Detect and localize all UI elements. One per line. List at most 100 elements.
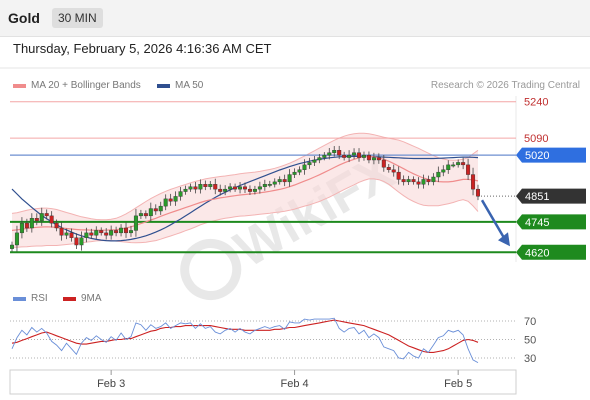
candle-body — [322, 154, 327, 158]
candle-body — [54, 222, 59, 229]
candle-body — [183, 188, 188, 192]
candle-body — [69, 232, 74, 238]
candle-body — [302, 164, 307, 170]
candle-body — [257, 186, 262, 190]
price-badge-5020 — [516, 147, 586, 163]
candle-body — [74, 237, 79, 246]
grid — [0, 67, 590, 262]
candle-body — [193, 186, 198, 190]
rsi-tick-70: 70 — [524, 316, 536, 328]
candle-body — [332, 150, 337, 153]
bollinger-upper — [11, 132, 479, 221]
rsi-ma-line — [11, 319, 479, 353]
legend-ma20: MA 20 + Bollinger Bands — [13, 80, 141, 91]
candle-body — [49, 215, 54, 224]
candle-body — [203, 184, 208, 187]
candle-body — [461, 162, 466, 166]
candle-body — [466, 164, 471, 175]
candle-body — [272, 181, 277, 185]
candle-body — [208, 184, 213, 187]
level-label-5090: 5090 — [524, 133, 548, 145]
forecast-arrow — [480, 199, 510, 247]
candle-body — [178, 191, 183, 197]
rsi-swatch — [13, 296, 26, 301]
candle-body — [436, 171, 441, 178]
ma20-line — [11, 155, 479, 231]
candle-body — [401, 179, 406, 183]
badge-label-4745: 4745 — [525, 217, 549, 229]
candle-body — [342, 154, 347, 158]
legend-rsi: RSI — [13, 293, 48, 304]
candle-body — [119, 227, 124, 234]
rsi-panel: 30 50 70 — [10, 316, 536, 365]
price-badges: 5240 5090 5020 4851 4745 4620 — [516, 97, 586, 260]
header-bar: Gold 30 MIN — [0, 0, 590, 37]
candle-body — [153, 208, 158, 212]
rsi-tick-30: 30 — [524, 353, 536, 365]
x-tick-label: Feb 3 — [97, 378, 125, 390]
candle-body — [307, 162, 312, 166]
candle-body — [64, 232, 69, 236]
candle-body — [198, 184, 203, 190]
candle-body — [292, 171, 297, 175]
candle-body — [247, 188, 252, 192]
candle-body — [317, 157, 322, 161]
candle-body — [386, 167, 391, 170]
candle-body — [376, 157, 381, 161]
candle-body — [277, 179, 282, 183]
candle-body — [371, 157, 376, 161]
candle-body — [223, 188, 228, 192]
candle-body — [391, 169, 396, 173]
x-tick-label: Feb 5 — [444, 378, 472, 390]
candle-body — [361, 154, 366, 158]
candle-body — [14, 232, 19, 246]
candle-body — [252, 188, 257, 192]
candle-body — [163, 198, 168, 207]
candle-body — [262, 184, 267, 187]
candle-body — [352, 152, 357, 156]
candle-body — [99, 230, 104, 234]
rsi-ma-swatch — [63, 296, 76, 301]
timeframe-button[interactable]: 30 MIN — [52, 8, 103, 28]
candle-body — [133, 215, 138, 231]
candle-body — [312, 159, 317, 163]
candle-body — [104, 232, 109, 236]
candle-body — [396, 171, 401, 180]
badge-label-4620: 4620 — [525, 247, 549, 259]
level-label-5240: 5240 — [524, 97, 548, 109]
ma20-swatch — [13, 83, 26, 88]
price-levels — [10, 101, 516, 254]
watermark-logo — [180, 239, 242, 300]
candle-body — [282, 179, 287, 183]
candle-body — [94, 230, 99, 236]
candle-body — [406, 179, 411, 183]
candle-body — [337, 150, 342, 156]
candle-body — [128, 230, 133, 234]
rsi-line — [11, 317, 479, 363]
candle-body — [238, 186, 243, 190]
candle-body — [89, 232, 94, 236]
price-badge-4851 — [516, 188, 586, 204]
candle-body — [124, 227, 129, 234]
candle-body — [34, 218, 39, 221]
candle-body — [411, 179, 416, 183]
candle-body — [451, 164, 456, 167]
legend-rsi-ma-label: 9MA — [81, 293, 102, 304]
candle-body — [242, 186, 247, 190]
x-axis: Feb 3 Feb 4 Feb 5 — [9, 369, 517, 395]
candle-body — [79, 237, 84, 246]
candle-body — [84, 232, 89, 238]
candle-body — [158, 205, 163, 212]
candle-body — [297, 169, 302, 173]
candle-body — [143, 213, 148, 217]
badge-label-4851: 4851 — [525, 191, 549, 203]
candle-body — [366, 154, 371, 161]
candle-body — [456, 162, 461, 166]
ma50-swatch — [157, 83, 170, 88]
legend-ma20-label: MA 20 + Bollinger Bands — [31, 80, 141, 91]
candle-body — [213, 184, 218, 190]
candle-body — [228, 186, 233, 190]
candle-body — [44, 213, 49, 217]
